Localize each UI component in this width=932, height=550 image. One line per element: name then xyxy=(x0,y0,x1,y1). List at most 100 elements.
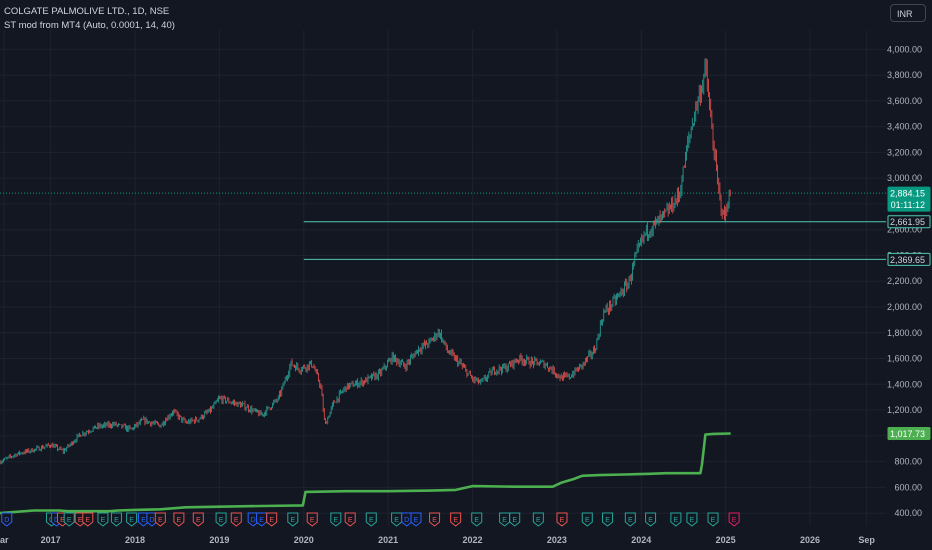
event-marker[interactable]: E xyxy=(154,512,166,527)
event-label: E xyxy=(648,517,653,524)
event-marker[interactable]: E xyxy=(450,512,462,527)
y-tick-label: 1,600.00 xyxy=(887,354,922,364)
event-marker[interactable]: E xyxy=(556,512,568,527)
event-label: D xyxy=(4,517,9,524)
event-marker[interactable]: E xyxy=(63,512,75,527)
x-tick-label: ar xyxy=(0,535,9,545)
x-tick-label: 2020 xyxy=(294,535,314,545)
event-label: E xyxy=(234,517,239,524)
price-tag-label: 2,369.65 xyxy=(890,255,925,265)
price-tag-label: 2,884.15 xyxy=(890,189,925,199)
event-marker[interactable]: E xyxy=(173,512,185,527)
event-label: E xyxy=(690,517,695,524)
event-marker[interactable]: E xyxy=(110,512,122,527)
y-tick-label: 3,600.00 xyxy=(887,96,922,106)
event-label: E xyxy=(141,517,146,524)
event-marker[interactable]: E xyxy=(306,512,318,527)
event-marker[interactable]: E xyxy=(266,512,278,527)
event-label: E xyxy=(732,517,737,524)
event-marker[interactable]: E xyxy=(707,512,719,527)
event-label: E xyxy=(711,517,716,524)
event-marker[interactable]: E xyxy=(365,512,377,527)
y-tick-label: 3,800.00 xyxy=(887,70,922,80)
event-markers[interactable]: DCDEEEEEEEEDEEEEEDEEEEEEEEDEEEEEEEEEEEEE… xyxy=(1,512,740,527)
event-marker[interactable]: E xyxy=(532,512,544,527)
event-marker[interactable]: E xyxy=(471,512,483,527)
y-tick-label: 2,600.00 xyxy=(887,225,922,235)
event-marker[interactable]: E xyxy=(126,512,138,527)
event-marker[interactable]: E xyxy=(624,512,636,527)
x-tick-label: 2019 xyxy=(209,535,229,545)
event-marker[interactable]: E xyxy=(256,512,268,527)
event-label: D xyxy=(404,517,409,524)
event-marker[interactable]: E xyxy=(391,512,403,527)
event-marker[interactable]: E xyxy=(602,512,614,527)
y-tick-label: 3,000.00 xyxy=(887,173,922,183)
price-tag: 2,661.95 xyxy=(887,215,931,229)
event-label: E xyxy=(219,517,224,524)
event-marker[interactable]: E xyxy=(429,512,441,527)
event-label: E xyxy=(453,517,458,524)
event-marker[interactable]: E xyxy=(499,512,511,527)
event-label: E xyxy=(334,517,339,524)
chart-grid xyxy=(0,30,886,526)
event-label: E xyxy=(158,517,163,524)
currency-button[interactable]: INR xyxy=(890,4,926,22)
event-label: E xyxy=(290,517,295,524)
event-marker[interactable]: E xyxy=(344,512,356,527)
event-label: E xyxy=(177,517,182,524)
event-marker[interactable]: E xyxy=(410,512,422,527)
event-marker[interactable]: E xyxy=(581,512,593,527)
x-tick-label: 2026 xyxy=(800,535,820,545)
y-axis[interactable]: 4,000.00 3,800.00 3,600.00 3,400.00 3,200.00… xyxy=(887,44,922,518)
price-tag-countdown: 01:11:12 xyxy=(891,200,925,210)
event-label: E xyxy=(85,517,90,524)
event-label: E xyxy=(560,517,565,524)
indicator-title[interactable]: ST mod from MT4 (Auto, 0.0001, 14, 40) xyxy=(4,20,175,31)
event-marker[interactable]: E xyxy=(686,512,698,527)
event-label: E xyxy=(101,517,106,524)
y-tick-label: 3,400.00 xyxy=(887,122,922,132)
event-label: E xyxy=(78,517,83,524)
event-marker[interactable]: D xyxy=(1,512,13,527)
event-label: D xyxy=(149,517,154,524)
event-marker[interactable]: E xyxy=(728,512,740,527)
event-marker[interactable]: E xyxy=(215,512,227,527)
event-label: E xyxy=(502,517,507,524)
event-marker[interactable]: E xyxy=(330,512,342,527)
event-label: E xyxy=(432,517,437,524)
event-marker[interactable]: E xyxy=(287,512,299,527)
y-tick-label: 2,000.00 xyxy=(887,302,922,312)
event-label: E xyxy=(628,517,633,524)
symbol-title[interactable]: COLGATE PALMOLIVE LTD., 1D, NSE xyxy=(4,6,170,17)
event-marker[interactable]: E xyxy=(645,512,657,527)
event-marker[interactable]: E xyxy=(670,512,682,527)
event-marker[interactable]: D xyxy=(401,512,413,527)
event-label: D xyxy=(251,517,256,524)
y-tick-label: 600.00 xyxy=(894,482,922,492)
event-marker[interactable]: E xyxy=(192,512,204,527)
event-marker[interactable]: E xyxy=(509,512,521,527)
y-tick-label: 400.00 xyxy=(894,508,922,518)
y-tick-label: 1,400.00 xyxy=(887,379,922,389)
event-label: E xyxy=(259,517,264,524)
indicator-line xyxy=(0,432,731,515)
y-tick-label: 4,000.00 xyxy=(887,44,922,54)
horizontal-lines[interactable] xyxy=(0,192,886,260)
x-tick-label: Sep xyxy=(858,535,875,545)
event-marker[interactable]: E xyxy=(97,512,109,527)
event-label: E xyxy=(269,517,274,524)
y-tick-label: 3,200.00 xyxy=(887,147,922,157)
x-axis[interactable]: ar 2017 2018 2019 2020 2021 2022 2023 2024 2025 20… xyxy=(0,535,875,545)
event-label: E xyxy=(67,517,72,524)
price-tag-label: 1,017.73 xyxy=(890,429,925,439)
candlestick-series xyxy=(0,58,731,465)
event-marker[interactable]: E xyxy=(82,512,94,527)
event-label: E xyxy=(369,517,374,524)
x-tick-label: 2024 xyxy=(631,535,651,545)
event-marker[interactable]: E xyxy=(230,512,242,527)
event-label: E xyxy=(414,517,419,524)
price-tag: 1,017.73 xyxy=(887,427,931,441)
event-label: E xyxy=(674,517,679,524)
